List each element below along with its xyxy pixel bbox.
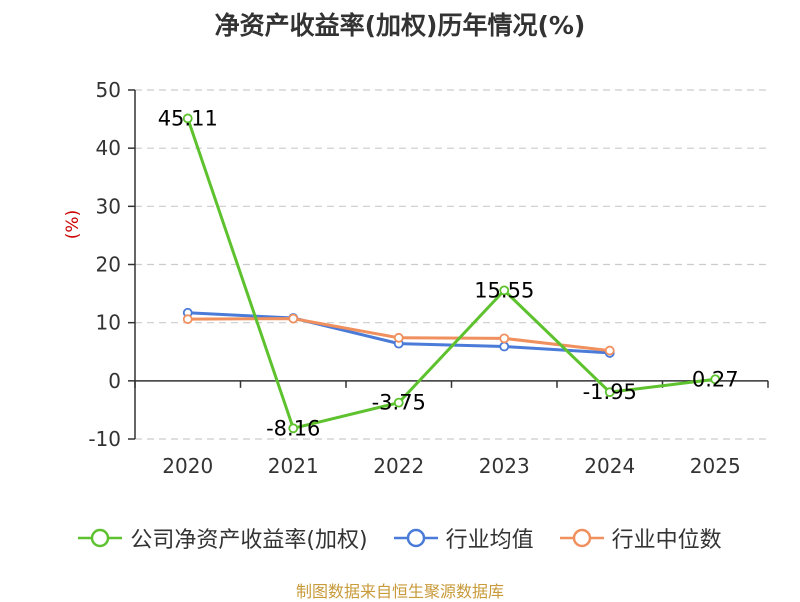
data-point-company-roe	[499, 285, 510, 296]
series-line-company-roe	[186, 117, 716, 430]
data-label-company-roe: -1.95	[583, 380, 637, 404]
x-tick-label: 2025	[690, 454, 741, 478]
x-tick-label: 2021	[268, 454, 319, 478]
legend-marker-company-roe	[78, 528, 123, 548]
x-tick-label: 2024	[584, 454, 635, 478]
data-label-company-roe: -8.16	[266, 416, 320, 440]
legend-item-industry-mean[interactable]: 行业均值	[393, 522, 534, 554]
source-note: 制图数据来自恒生聚源数据库	[295, 582, 504, 601]
data-point-industry-median	[604, 345, 615, 356]
data-point-company-roe	[288, 423, 299, 434]
legend-item-company-roe[interactable]: 公司净资产收益率(加权)	[78, 522, 368, 554]
data-point-company-roe	[182, 113, 193, 124]
y-tick-label: 40	[96, 136, 121, 160]
legend: 公司净资产收益率(加权) 行业均值 行业中位数	[0, 518, 800, 558]
data-label-company-roe: 0.27	[692, 367, 739, 391]
data-point-company-roe	[710, 374, 721, 385]
x-tick-label: 2022	[373, 454, 424, 478]
y-tick-label: 30	[96, 194, 121, 218]
y-tick-label: -10	[88, 427, 121, 451]
data-point-industry-median	[499, 333, 510, 344]
data-point-industry-mean	[499, 341, 510, 352]
legend-label-company-roe: 公司净资产收益率(加权)	[130, 528, 368, 553]
data-point-industry-median	[393, 332, 404, 343]
x-tick-label: 2020	[162, 454, 213, 478]
y-tick-label: 10	[96, 311, 121, 335]
chart-title: 净资产收益率(加权)历年情况(%)	[214, 11, 586, 40]
legend-label-industry-median: 行业中位数	[611, 528, 722, 553]
data-label-company-roe: -3.75	[372, 391, 426, 415]
data-point-company-roe	[604, 387, 615, 398]
legend-label-industry-mean: 行业均值	[445, 528, 534, 553]
data-point-industry-median	[288, 313, 299, 324]
data-point-industry-median	[182, 314, 193, 325]
y-axis-title: (%)	[63, 210, 83, 239]
data-point-company-roe	[393, 397, 404, 408]
y-tick-label: 20	[96, 253, 121, 277]
data-label-company-roe: 15.55	[474, 278, 534, 302]
data-label-company-roe: 45.11	[158, 106, 218, 130]
legend-item-industry-median[interactable]: 行业中位数	[559, 522, 722, 554]
legend-marker-industry-median	[559, 528, 604, 548]
legend-marker-industry-mean	[393, 528, 438, 548]
y-tick-label: 50	[96, 78, 121, 102]
y-tick-label: 0	[108, 369, 121, 393]
x-tick-label: 2023	[479, 454, 530, 478]
